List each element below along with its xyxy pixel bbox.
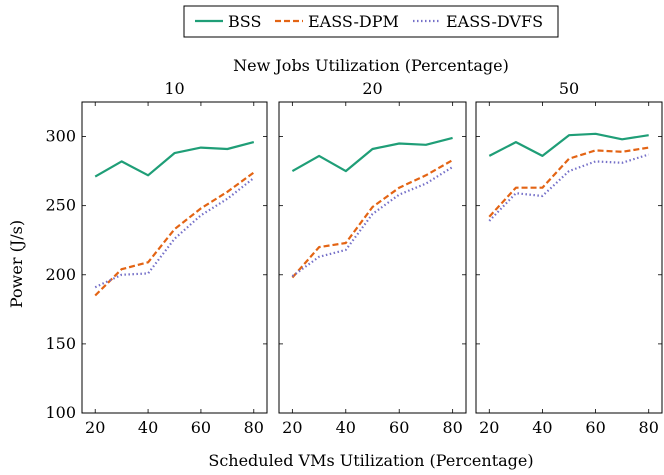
legend-box (183, 5, 559, 38)
x-tick-label: 60 (585, 418, 605, 437)
x-tick-label: 40 (532, 418, 552, 437)
legend-label-eass-dvfs: EASS-DVFS (446, 12, 543, 31)
series-line-bss (291, 136, 453, 173)
series-line-eass-dvfs (291, 166, 454, 278)
panel-frame (278, 101, 467, 414)
panel-label: 10 (164, 79, 184, 98)
x-tick-label: 40 (138, 418, 158, 437)
series-line-eass-dvfs (94, 177, 255, 289)
panel-label: 50 (559, 79, 579, 98)
legend-label-eass-dpm: EASS-DPM (308, 12, 399, 31)
x-tick-label: 20 (282, 418, 302, 437)
panels: 10 20 40 60 80 100 150 200 250 300 20 20 40 60 80 50 20 4… (45, 79, 663, 437)
x-tick-label: 60 (191, 418, 211, 437)
y-axis-label: Power (J/s) (7, 220, 26, 308)
x-axis-label: Scheduled VMs Utilization (Percentage) (208, 451, 533, 470)
y-tick-label: 200 (45, 265, 76, 284)
y-tick-label: 300 (45, 127, 76, 146)
series-line-eass-dpm (291, 159, 454, 279)
series-line-eass-dvfs (488, 153, 650, 222)
panel-frame (475, 101, 663, 414)
series-line-eass-dpm (488, 146, 649, 218)
x-tick-label: 80 (442, 418, 462, 437)
panel-frame (81, 101, 268, 414)
y-tick-label: 250 (45, 196, 76, 215)
chart-title: New Jobs Utilization (Percentage) (233, 56, 509, 75)
panel-20: 20 20 40 60 80 (278, 79, 467, 437)
series-line-bss (488, 132, 649, 157)
y-tick-label: 100 (45, 403, 76, 422)
x-tick-label: 60 (389, 418, 409, 437)
x-tick-label: 20 (479, 418, 499, 437)
panel-50: 50 20 40 60 80 (475, 79, 663, 437)
x-tick-label: 40 (336, 418, 356, 437)
x-tick-label: 80 (244, 418, 264, 437)
legend: BSS EASS-DPM EASS-DVFS (183, 5, 559, 38)
panel-label: 20 (362, 79, 382, 98)
panel-10: 10 20 40 60 80 100 150 200 250 300 (45, 79, 268, 437)
x-tick-label: 80 (639, 418, 659, 437)
series-line-bss (94, 141, 255, 178)
series-line-eass-dpm (94, 171, 255, 297)
legend-label-bss: BSS (228, 12, 261, 31)
x-tick-label: 20 (85, 418, 105, 437)
y-tick-label: 150 (45, 334, 76, 353)
